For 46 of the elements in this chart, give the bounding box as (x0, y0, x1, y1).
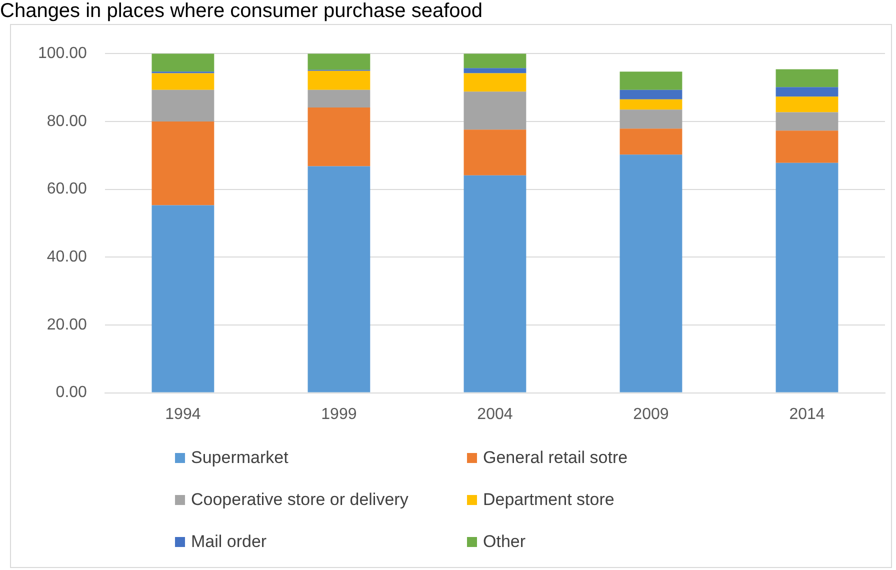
bar (620, 154, 682, 392)
y-tick-label: 100.00 (38, 45, 88, 62)
y-tick-label: 60.00 (46, 180, 88, 198)
bar (776, 69, 838, 88)
y-tick-label: 0.00 (56, 384, 88, 402)
bar (464, 73, 526, 92)
x-tick-label: 1999 (321, 406, 357, 423)
x-tick-label: 1994 (165, 406, 201, 423)
chart-title: Changes in places where consumer purchase seafood (0, 0, 483, 22)
bar (464, 68, 526, 74)
bar (308, 70, 370, 90)
bar (308, 166, 370, 392)
y-tick-label: 80.00 (46, 112, 88, 130)
bar (152, 73, 214, 90)
legend-label: Other (483, 532, 526, 552)
legend-label: General retail sotre (483, 448, 628, 468)
bar (620, 99, 682, 110)
bar (620, 90, 682, 100)
bar (308, 90, 370, 108)
y-tick-label: 20.00 (46, 316, 88, 334)
bar (776, 162, 838, 392)
bar (152, 205, 214, 392)
bar (152, 90, 214, 122)
x-tick-label: 2009 (633, 406, 669, 423)
legend-label: Supermarket (191, 448, 288, 468)
bar (620, 72, 682, 90)
x-tick-label: 2004 (477, 406, 513, 423)
bar (464, 92, 526, 130)
bar (776, 87, 838, 97)
bar (620, 128, 682, 155)
legend-label: Mail order (191, 532, 267, 552)
legend-label: Cooperative store or delivery (191, 490, 408, 510)
bar (152, 121, 214, 206)
bar (776, 96, 838, 112)
bar (308, 54, 370, 70)
bar (152, 54, 214, 72)
x-tick-label: 2014 (789, 406, 825, 423)
legend-label: Department store (483, 490, 614, 510)
bar (464, 175, 526, 392)
bar (308, 108, 370, 166)
y-tick-label: 40.00 (46, 248, 88, 266)
bar (776, 112, 838, 131)
bar (464, 54, 526, 68)
bar (620, 110, 682, 129)
bar (464, 130, 526, 176)
bar (776, 130, 838, 163)
